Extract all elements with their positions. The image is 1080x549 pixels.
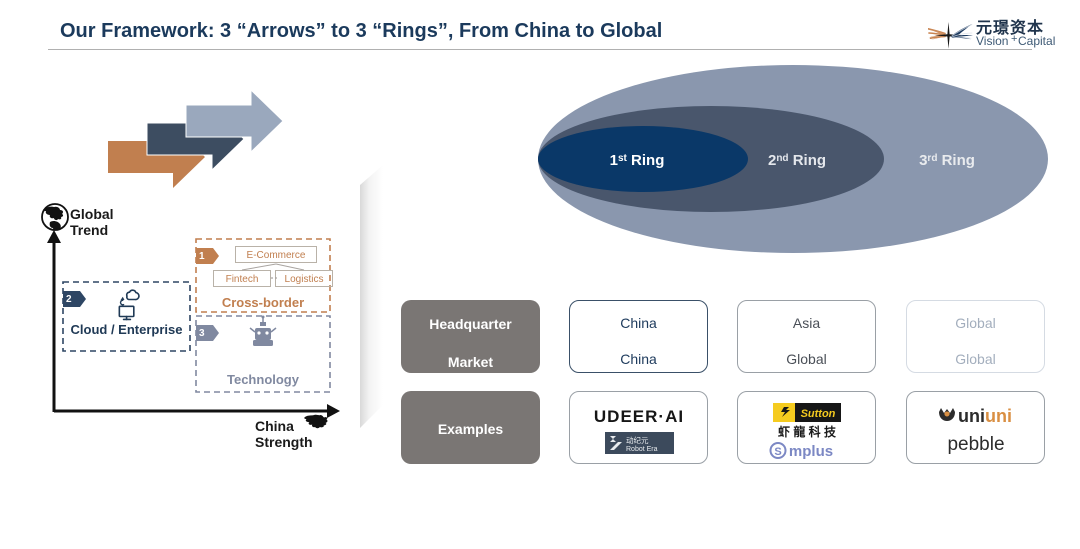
- svg-text:Robot Era: Robot Era: [626, 446, 658, 453]
- svg-text:Vision: Vision: [976, 34, 1008, 48]
- svg-text:Sutton: Sutton: [801, 408, 836, 420]
- svg-text:uni: uni: [985, 406, 1012, 426]
- svg-text:mplus: mplus: [789, 443, 833, 460]
- svg-text:S: S: [774, 446, 781, 458]
- svg-text:动纪元: 动纪元: [626, 435, 649, 445]
- svg-text:pebble: pebble: [947, 434, 1004, 455]
- svg-text:虾 龍 科 技: 虾 龍 科 技: [778, 424, 837, 439]
- svg-text:Capital: Capital: [1018, 34, 1055, 48]
- svg-text:1st Ring: 1st Ring: [610, 152, 665, 169]
- svg-text:UDEER·AI: UDEER·AI: [594, 407, 684, 426]
- svg-text:uni: uni: [958, 406, 985, 426]
- svg-text:+: +: [1011, 33, 1017, 45]
